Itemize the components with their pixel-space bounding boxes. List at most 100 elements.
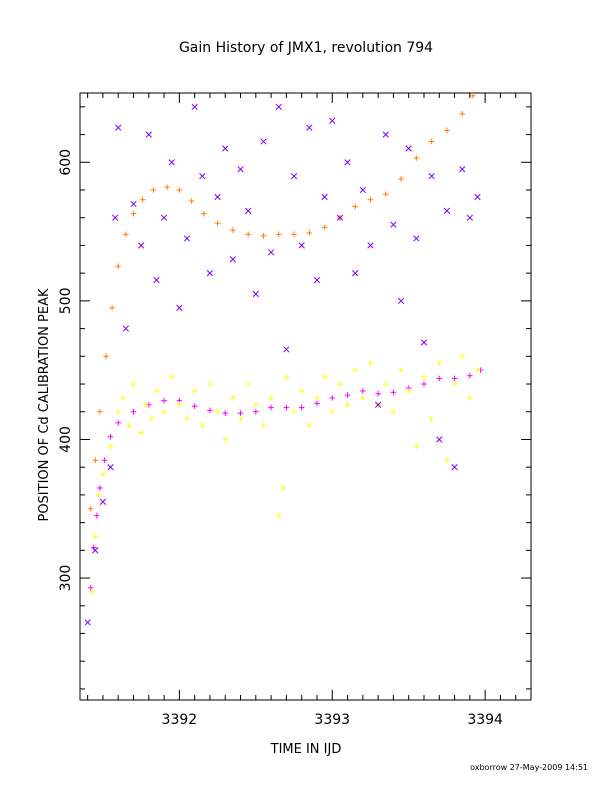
data-point [207, 407, 213, 414]
data-point [115, 124, 122, 131]
data-point [344, 159, 351, 166]
data-point [360, 395, 366, 401]
data-point [313, 276, 321, 284]
data-point [123, 231, 129, 238]
data-point [329, 117, 336, 124]
data-point [367, 242, 374, 249]
data-point [413, 235, 420, 242]
data-point-stroke [130, 200, 137, 208]
data-point-stroke [306, 124, 313, 131]
data-point [459, 353, 466, 360]
data-point [245, 381, 251, 387]
data-point [107, 433, 114, 440]
data-point [428, 138, 435, 145]
data-point [188, 198, 195, 204]
data-point [101, 457, 108, 464]
data-point [298, 404, 305, 411]
data-point [153, 276, 160, 284]
data-point-stroke [112, 214, 119, 221]
data-point [150, 187, 157, 193]
data-point [359, 186, 366, 194]
data-point [413, 155, 420, 161]
data-point [306, 124, 313, 131]
series-4 [84, 103, 481, 626]
data-point [459, 166, 466, 173]
data-point-stroke [115, 124, 122, 131]
data-point-stroke [459, 166, 466, 173]
data-point [161, 397, 167, 404]
data-point [352, 270, 359, 277]
data-point [467, 395, 473, 401]
data-point [176, 402, 183, 408]
data-points [84, 92, 484, 626]
data-point-stroke [160, 214, 168, 221]
data-point [474, 193, 481, 201]
data-point [176, 187, 183, 193]
data-point [421, 381, 427, 387]
data-point [280, 485, 287, 491]
data-point [100, 471, 106, 477]
data-point [176, 304, 183, 311]
data-point [436, 436, 443, 443]
data-point-stroke [313, 276, 321, 284]
data-point [352, 203, 358, 210]
data-point [87, 584, 94, 591]
data-point [107, 464, 114, 471]
data-point-stroke [107, 464, 114, 471]
data-point [283, 374, 290, 380]
data-point [337, 381, 343, 387]
footer-credit: oxborrow 27-May-2009 14:51 [470, 763, 588, 772]
data-point [321, 193, 328, 201]
data-point [314, 400, 320, 407]
data-point [367, 360, 374, 367]
data-point [397, 297, 405, 305]
series-3 [89, 353, 481, 595]
data-point-stroke [260, 138, 267, 145]
data-point [138, 429, 144, 436]
y-tick-label: 400 [58, 426, 74, 453]
data-point [398, 367, 404, 373]
data-point-stroke [237, 166, 244, 173]
data-point-stroke [199, 172, 206, 180]
data-point-stroke [405, 145, 412, 152]
data-point-stroke [275, 103, 282, 111]
data-point [275, 103, 282, 111]
data-point [149, 415, 155, 422]
data-point [444, 127, 450, 134]
data-point-stroke [344, 159, 351, 166]
data-point [428, 172, 435, 180]
data-point [436, 375, 443, 382]
data-point-stroke [474, 193, 481, 201]
x-axis-label: TIME IN IJD [270, 742, 342, 757]
data-point [89, 589, 96, 595]
data-point [298, 242, 305, 249]
data-point [214, 193, 221, 201]
data-point [139, 196, 146, 203]
data-point [222, 410, 229, 416]
data-point [206, 270, 214, 277]
data-point [390, 389, 397, 396]
data-point [306, 230, 313, 236]
data-point-stroke [321, 193, 328, 201]
data-point-stroke [359, 186, 366, 194]
data-point [230, 395, 236, 401]
data-point [421, 374, 427, 380]
data-point-stroke [352, 270, 359, 277]
data-point [374, 401, 382, 408]
data-point [382, 131, 389, 138]
data-point [253, 402, 259, 408]
data-point [214, 408, 221, 415]
data-point [283, 404, 290, 411]
data-point-stroke [420, 339, 428, 346]
data-point [115, 408, 122, 415]
data-point [191, 103, 198, 111]
data-point [329, 408, 336, 415]
data-point-stroke [99, 498, 107, 505]
data-point [107, 443, 114, 450]
data-point [268, 395, 274, 401]
data-point [290, 172, 298, 180]
data-point [467, 372, 473, 379]
data-point [137, 242, 145, 249]
data-point [451, 464, 458, 471]
